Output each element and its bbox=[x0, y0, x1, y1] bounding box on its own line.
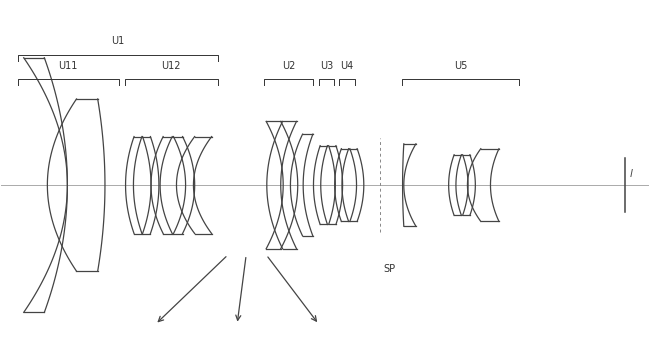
Text: U11: U11 bbox=[58, 61, 78, 71]
Text: U2: U2 bbox=[282, 61, 295, 71]
Text: l: l bbox=[630, 169, 633, 179]
Text: U12: U12 bbox=[162, 61, 181, 71]
Text: U5: U5 bbox=[454, 61, 467, 71]
Text: U3: U3 bbox=[320, 61, 333, 71]
Text: U4: U4 bbox=[341, 61, 354, 71]
Text: SP: SP bbox=[384, 264, 396, 274]
Text: U1: U1 bbox=[111, 36, 124, 45]
